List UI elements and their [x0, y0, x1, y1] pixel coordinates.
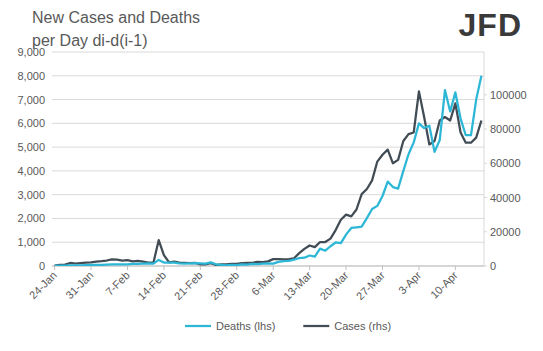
x-tick-label: 10-Apr	[428, 269, 460, 301]
y2-tick-label: 0	[490, 260, 496, 272]
grid-line	[52, 242, 484, 243]
x-tick	[346, 266, 347, 270]
x-tick	[236, 266, 237, 270]
x-tick	[382, 266, 383, 270]
x-tick-label: 14-Feb	[135, 269, 168, 302]
x-tick-label: 3-Apr	[396, 269, 424, 297]
y-tick-label: 5,000	[17, 141, 45, 153]
legend-label: Deaths (lhs)	[216, 320, 275, 332]
x-tick	[200, 266, 201, 270]
grid-line	[52, 147, 484, 148]
x-tick-label: 7-Feb	[103, 269, 132, 298]
x-tick	[273, 266, 274, 270]
x-tick	[309, 266, 310, 270]
series-line	[55, 76, 482, 266]
y2-tick-label: 100000	[490, 89, 527, 101]
grid-line	[52, 52, 484, 53]
x-tick	[163, 266, 164, 270]
x-tick-label: 6-Mar	[249, 269, 278, 298]
legend-swatch	[185, 325, 211, 327]
chart: New Cases and Deaths per Day di-d(i-1) JFD…	[0, 0, 543, 351]
x-tick-label: 28-Feb	[208, 269, 241, 302]
logo: JFD	[459, 7, 522, 43]
y2-tick-label: 20000	[490, 226, 521, 238]
y-tick-label: 3,000	[17, 189, 45, 201]
y-tick-label: 8,000	[17, 70, 45, 82]
grid-line	[52, 218, 484, 219]
y-tick-label: 4,000	[17, 165, 45, 177]
grid-line	[52, 170, 484, 171]
y2-tick-label: 80000	[490, 123, 521, 135]
y2-tick-label: 60000	[490, 157, 521, 169]
grid-line	[52, 99, 484, 100]
y-tick-label: 7,000	[17, 94, 45, 106]
y2-tick-label: 40000	[490, 192, 521, 204]
x-tick-label: 20-Mar	[317, 269, 350, 302]
x-tick-label: 21-Feb	[172, 269, 205, 302]
legend-label: Cases (rhs)	[334, 320, 391, 332]
x-tick-label: 27-Mar	[354, 269, 387, 302]
x-tick-label: 24-Jan	[27, 269, 59, 301]
x-tick-label: 31-Jan	[63, 269, 95, 301]
x-tick	[91, 266, 92, 270]
x-tick	[455, 266, 456, 270]
x-tick	[54, 266, 55, 270]
title: New Cases and Deaths	[32, 9, 200, 26]
grid-line	[52, 75, 484, 76]
subtitle: per Day di-d(i-1)	[32, 32, 148, 49]
series-line	[55, 91, 482, 265]
y-tick-label: 9,000	[17, 46, 45, 58]
y-tick-label: 1,000	[17, 236, 45, 248]
x-tick	[418, 266, 419, 270]
x-tick-label: 13-Mar	[281, 269, 314, 302]
legend-swatch	[303, 325, 329, 327]
y-tick-label: 0	[39, 260, 45, 272]
plot-area	[55, 76, 482, 266]
y-tick-label: 6,000	[17, 117, 45, 129]
x-tick	[127, 266, 128, 270]
y-tick-label: 2,000	[17, 212, 45, 224]
grid-line	[52, 194, 484, 195]
y2-axis-line	[484, 52, 485, 266]
